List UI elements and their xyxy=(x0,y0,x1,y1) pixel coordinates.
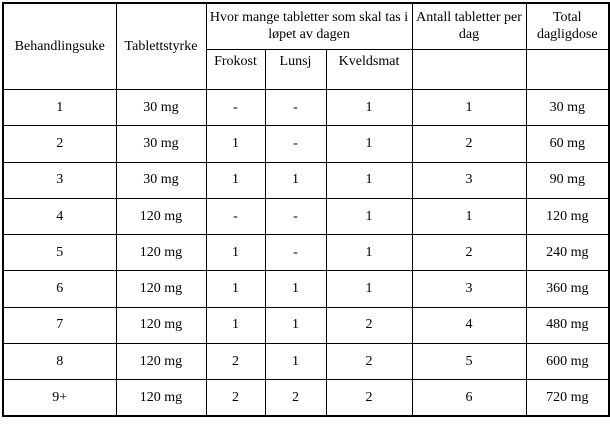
cell-strength: 30 mg xyxy=(115,161,207,199)
table-row: 3 30 mg 1 1 1 3 90 mg xyxy=(2,161,610,199)
cell-total-daily-dose: 720 mg xyxy=(525,379,610,417)
cell-week: 1 xyxy=(2,89,117,127)
table-row: 7 120 mg 1 1 2 4 480 mg xyxy=(2,306,610,344)
cell-strength: 30 mg xyxy=(115,89,207,127)
cell-evening-meal: 1 xyxy=(325,270,413,308)
cell-tablets-per-day: 2 xyxy=(411,125,527,163)
cell-breakfast: 2 xyxy=(205,379,266,417)
cell-tablets-per-day: 2 xyxy=(411,234,527,272)
cell-week: 7 xyxy=(2,306,117,344)
col-header-strength: Tablettstyrke xyxy=(115,2,207,91)
cell-tablets-per-day: 1 xyxy=(411,197,527,236)
cell-week: 9+ xyxy=(2,379,117,417)
cell-tablets-per-day: 3 xyxy=(411,270,527,308)
cell-evening-meal: 1 xyxy=(325,234,413,272)
cell-tablets-per-day: 5 xyxy=(411,342,527,381)
cell-week: 4 xyxy=(2,197,117,236)
cell-breakfast: 2 xyxy=(205,342,266,381)
cell-evening-meal: 2 xyxy=(325,306,413,344)
cell-lunch: 1 xyxy=(264,270,327,308)
cell-strength: 120 mg xyxy=(115,197,207,236)
cell-tablets-per-day: 1 xyxy=(411,89,527,127)
cell-week: 5 xyxy=(2,234,117,272)
cell-strength: 120 mg xyxy=(115,306,207,344)
cell-strength: 120 mg xyxy=(115,270,207,308)
cell-tablets-per-day: 3 xyxy=(411,161,527,199)
col-header-total-daily-dose: Total dagligdose xyxy=(525,2,610,50)
col-subheader-evening-meal: Kveldsmat xyxy=(325,48,413,91)
cell-strength: 30 mg xyxy=(115,125,207,163)
header-row-2: Frokost Lunsj Kveldsmat xyxy=(3,48,610,91)
col-subheader-empty-per-day xyxy=(411,48,527,91)
cell-week: 8 xyxy=(2,342,117,381)
cell-evening-meal: 1 xyxy=(325,89,413,127)
col-header-intake-group: Hvor mange tabletter som skal tas i løpe… xyxy=(205,2,413,50)
cell-evening-meal: 2 xyxy=(325,342,413,381)
col-subheader-breakfast: Frokost xyxy=(205,48,266,91)
cell-tablets-per-day: 4 xyxy=(411,306,527,344)
cell-lunch: 1 xyxy=(264,306,327,344)
cell-evening-meal: 1 xyxy=(325,161,413,199)
cell-strength: 120 mg xyxy=(115,234,207,272)
cell-breakfast: 1 xyxy=(205,270,266,308)
cell-total-daily-dose: 120 mg xyxy=(525,197,610,236)
table-row: 2 30 mg 1 - 1 2 60 mg xyxy=(2,125,610,163)
cell-evening-meal: 1 xyxy=(325,125,413,163)
cell-total-daily-dose: 480 mg xyxy=(525,306,610,344)
cell-week: 2 xyxy=(2,125,117,163)
cell-total-daily-dose: 600 mg xyxy=(525,342,610,381)
cell-total-daily-dose: 240 mg xyxy=(525,234,610,272)
header-row-1: Behandlingsuke Tablettstyrke Hvor mange … xyxy=(2,2,610,91)
table-row: 9+ 120 mg 2 2 2 6 720 mg xyxy=(2,379,610,417)
cell-evening-meal: 2 xyxy=(325,379,413,417)
cell-total-daily-dose: 60 mg xyxy=(525,125,610,163)
cell-lunch: 2 xyxy=(264,379,327,417)
cell-breakfast: 1 xyxy=(205,161,266,199)
cell-breakfast: 1 xyxy=(205,125,266,163)
table-row: 4 120 mg - - 1 1 120 mg xyxy=(2,197,610,236)
cell-breakfast: - xyxy=(205,197,266,236)
cell-strength: 120 mg xyxy=(115,379,207,417)
cell-breakfast: 1 xyxy=(205,234,266,272)
table-row: 1 30 mg - - 1 1 30 mg xyxy=(2,89,610,127)
cell-week: 6 xyxy=(2,270,117,308)
col-subheader-empty-total xyxy=(525,48,610,91)
cell-strength: 120 mg xyxy=(115,342,207,381)
cell-lunch: 1 xyxy=(264,161,327,199)
table-row: 5 120 mg 1 - 1 2 240 mg xyxy=(2,234,610,272)
cell-breakfast: - xyxy=(205,89,266,127)
dosing-table: Behandlingsuke Tablettstyrke Hvor mange … xyxy=(2,2,610,417)
col-header-tablets-per-day: Antall tabletter per dag xyxy=(411,2,527,50)
cell-evening-meal: 1 xyxy=(325,197,413,236)
cell-lunch: - xyxy=(264,125,327,163)
table-row: 6 120 mg 1 1 1 3 360 mg xyxy=(2,270,610,308)
col-subheader-lunch: Lunsj xyxy=(264,48,327,91)
cell-total-daily-dose: 90 mg xyxy=(525,161,610,199)
cell-lunch: - xyxy=(264,197,327,236)
cell-lunch: 1 xyxy=(264,342,327,381)
cell-week: 3 xyxy=(2,161,117,199)
cell-breakfast: 1 xyxy=(205,306,266,344)
cell-lunch: - xyxy=(264,89,327,127)
table-row: 8 120 mg 2 1 2 5 600 mg xyxy=(2,342,610,381)
cell-lunch: - xyxy=(264,234,327,272)
cell-tablets-per-day: 6 xyxy=(411,379,527,417)
cell-total-daily-dose: 360 mg xyxy=(525,270,610,308)
cell-total-daily-dose: 30 mg xyxy=(525,89,610,127)
col-header-week: Behandlingsuke xyxy=(2,2,117,91)
